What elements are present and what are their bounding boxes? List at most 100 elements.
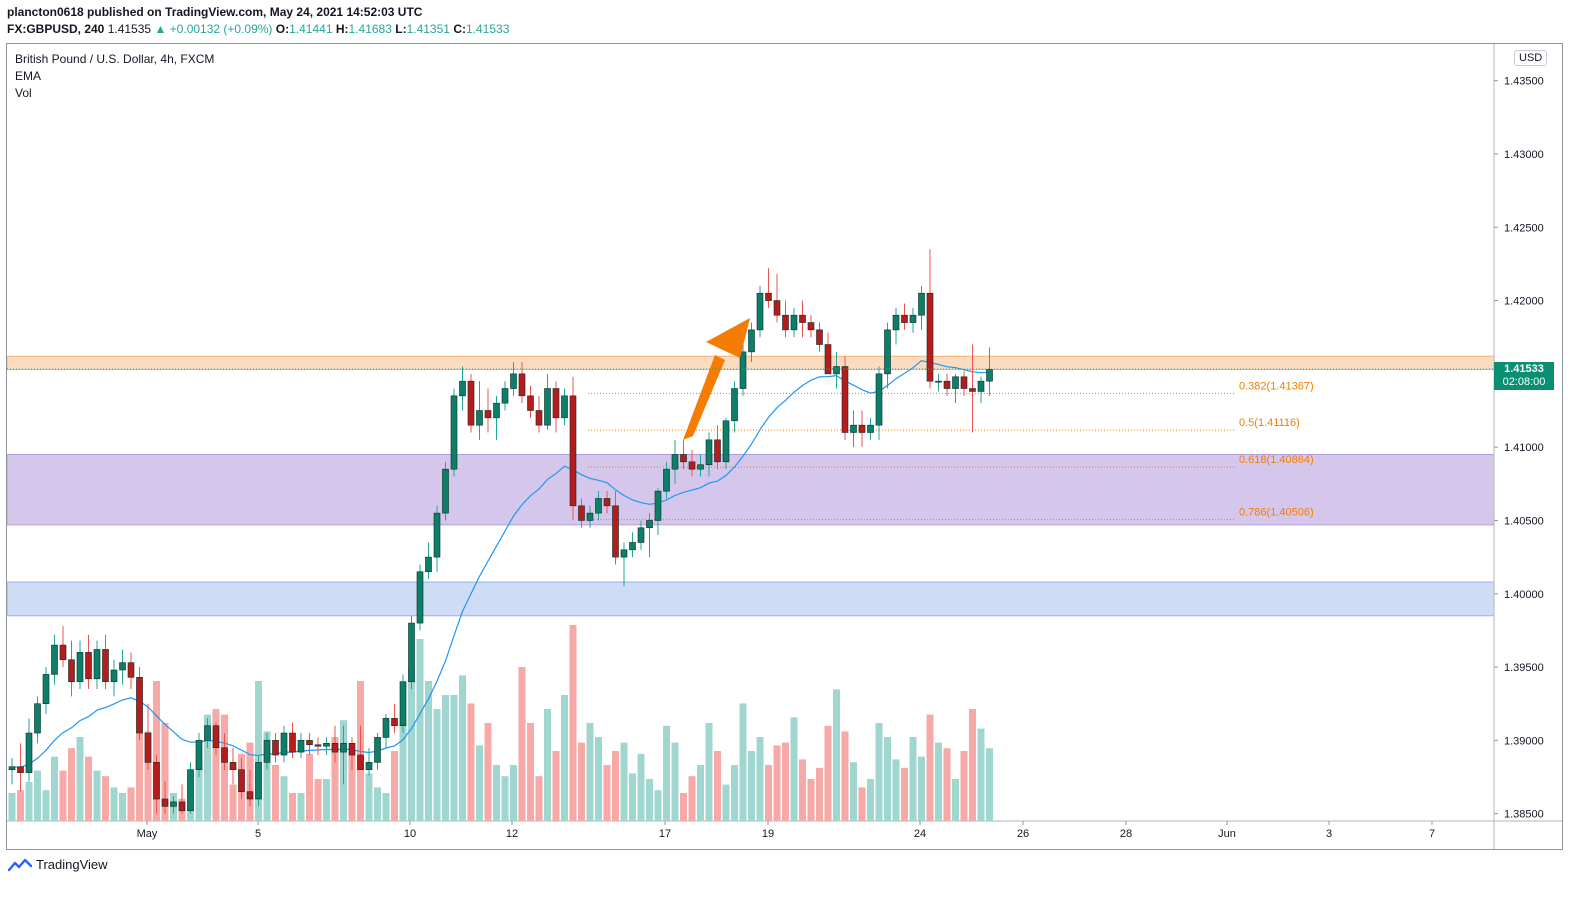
candle-down	[773, 274, 781, 323]
candle-body	[93, 649, 101, 680]
candle-body	[399, 681, 407, 727]
volume-bar	[918, 756, 925, 821]
volume-bar	[977, 728, 985, 821]
candle-body	[773, 300, 781, 316]
candle-body	[68, 659, 75, 683]
volume-bar	[875, 723, 883, 821]
candle-up	[110, 659, 118, 697]
candle-body	[357, 754, 364, 770]
volume-bar	[119, 793, 126, 821]
candle-body	[280, 732, 288, 756]
volume-bar	[212, 709, 220, 821]
candle-body	[909, 314, 917, 323]
volume-bar	[884, 737, 891, 821]
candle-up	[875, 366, 883, 440]
candle-down	[348, 737, 356, 770]
volume-bar	[892, 759, 900, 821]
close-label: C:	[453, 22, 466, 36]
candle-body	[365, 762, 373, 770]
low-label: L:	[395, 22, 407, 36]
candle-up	[892, 307, 900, 345]
volume-bar	[765, 765, 772, 821]
y-tick-label: 1.41000	[1504, 442, 1544, 454]
volume-bar	[714, 751, 721, 821]
current-price-tag: 1.41533 02:08:00	[1494, 362, 1554, 390]
chart-frame	[6, 43, 1563, 850]
candle-body	[8, 766, 16, 770]
candle-down	[153, 755, 160, 814]
candle-body	[943, 380, 951, 389]
volume-bar	[688, 776, 696, 821]
volume-bar	[510, 765, 517, 821]
volume-bar	[569, 625, 577, 821]
close-value: 1.41533	[465, 22, 510, 36]
candle-body	[586, 512, 594, 521]
volume-bar	[850, 762, 857, 821]
candle-up	[833, 351, 840, 389]
legend-title: British Pound / U.S. Dollar, 4h, FXCM	[15, 52, 215, 66]
volume-bar	[943, 748, 951, 821]
volume-bar	[136, 681, 143, 821]
candle-down	[552, 381, 560, 433]
candle-up	[646, 513, 653, 558]
candle-body	[102, 649, 109, 683]
candle-body	[153, 762, 160, 800]
candle-body	[119, 662, 126, 671]
candle-up	[595, 491, 602, 521]
volume-bar	[51, 756, 58, 821]
x-tick-label: 26	[1017, 828, 1029, 840]
candle-up	[365, 747, 373, 776]
candle-body	[731, 388, 738, 422]
fib-level-label: 0.786(1.40506)	[1239, 507, 1314, 519]
candle-down	[680, 439, 687, 470]
volume-bar	[552, 751, 560, 821]
candle-body	[867, 424, 874, 433]
candle-down	[391, 703, 398, 734]
trend-arrow	[683, 318, 750, 440]
candle-body	[969, 388, 976, 392]
volume-bar	[323, 779, 330, 821]
bar-countdown: 02:08:00	[1502, 376, 1546, 388]
candle-up	[25, 718, 33, 782]
candle-up	[416, 564, 424, 631]
symbol-label: FX:GBPUSD, 240	[7, 22, 105, 36]
candle-up	[493, 395, 500, 440]
candle-body	[391, 718, 398, 727]
candle-body	[467, 380, 475, 426]
volume-bar	[161, 723, 169, 821]
candle-body	[671, 454, 679, 470]
candle-body	[178, 801, 186, 812]
volume-bar	[255, 681, 262, 821]
candle-up	[739, 337, 747, 396]
currency-badge[interactable]: USD	[1514, 50, 1548, 66]
candle-body	[858, 424, 866, 433]
footer-brand[interactable]: TradingView	[8, 857, 108, 872]
candle-body	[926, 292, 934, 382]
candle-down	[960, 370, 968, 396]
candle-down	[212, 722, 220, 756]
candle-body	[255, 762, 262, 800]
legend-vol[interactable]: Vol	[15, 86, 32, 100]
candle-down	[969, 344, 976, 433]
candle-body	[552, 388, 560, 419]
candle-up	[425, 542, 432, 580]
volume-bar	[127, 787, 135, 821]
candle-body	[212, 725, 220, 748]
candle-down	[603, 491, 611, 514]
candle-up	[952, 373, 959, 404]
volume-bar	[807, 779, 815, 821]
volume-bar	[671, 742, 679, 821]
volume-bar	[399, 723, 407, 821]
candle-up	[263, 733, 271, 770]
volume-bar	[629, 773, 636, 821]
candle-body	[127, 662, 135, 678]
candle-up	[450, 388, 458, 477]
legend-ema[interactable]: EMA	[15, 69, 42, 83]
x-tick-label: 3	[1326, 828, 1332, 840]
volume-bar	[824, 725, 832, 821]
volume-bar	[374, 787, 381, 821]
y-tick-label: 1.42500	[1504, 222, 1544, 234]
x-tick-label: 12	[506, 828, 518, 840]
candle-body	[824, 344, 832, 375]
